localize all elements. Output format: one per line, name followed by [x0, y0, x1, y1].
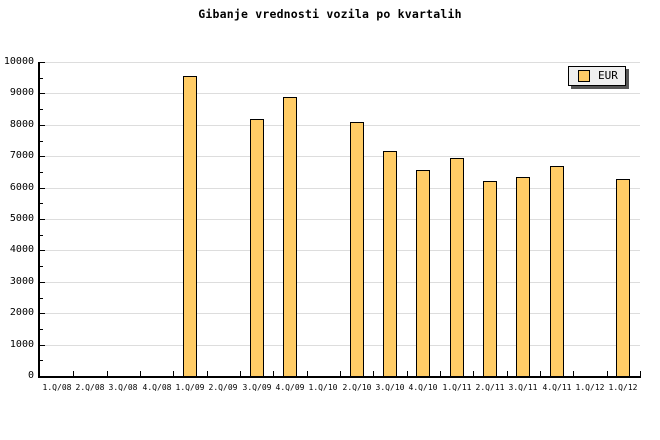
x-axis-label: 2.Q/10 — [342, 383, 372, 392]
y-axis-label: 3000 — [9, 276, 34, 287]
gridline — [40, 250, 640, 251]
x-axis-tick — [140, 371, 141, 376]
x-axis-label: 4.Q/08 — [142, 383, 172, 392]
y-axis-label: 2000 — [9, 307, 34, 318]
y-axis-tick — [40, 345, 45, 346]
bar-4.Q/09-7 — [283, 97, 297, 377]
y-axis-label: 5000 — [9, 213, 34, 224]
x-axis-label: 4.Q/10 — [408, 383, 438, 392]
x-axis-tick — [607, 371, 608, 376]
gridline — [40, 313, 640, 314]
y-axis-minor-tick — [40, 203, 43, 204]
x-axis-tick — [73, 371, 74, 376]
x-axis-line — [38, 376, 641, 378]
x-axis-tick — [573, 371, 574, 376]
x-axis-label: 1.Q/12 — [575, 383, 605, 392]
y-axis-label: 4000 — [9, 244, 34, 255]
x-axis-label: 1.Q/09 — [175, 383, 205, 392]
gridline — [40, 93, 640, 94]
y-axis-minor-tick — [40, 266, 43, 267]
x-axis-tick — [540, 371, 541, 376]
bar-1.Q/09-4 — [183, 76, 197, 377]
x-axis-tick — [107, 371, 108, 376]
gridline — [40, 345, 640, 346]
x-axis-label: 2.Q/08 — [75, 383, 105, 392]
x-axis-tick — [640, 371, 641, 376]
x-axis-label: 1.Q/08 — [42, 383, 72, 392]
x-axis-label: 2.Q/09 — [208, 383, 238, 392]
gridline — [40, 188, 640, 189]
y-axis-tick — [40, 282, 45, 283]
gridline — [40, 156, 640, 157]
x-axis-tick — [373, 371, 374, 376]
y-axis-minor-tick — [40, 360, 43, 361]
y-axis-label: 9000 — [9, 87, 34, 98]
chart-title: Gibanje vrednosti vozila po kvartalih — [198, 7, 462, 21]
bar-1.Q/11-12 — [450, 158, 464, 377]
y-axis-tick — [40, 125, 45, 126]
y-axis-minor-tick — [40, 78, 43, 79]
bar-4.Q/10-11 — [416, 170, 430, 377]
y-axis-minor-tick — [40, 329, 43, 330]
x-axis-label: 3.Q/11 — [508, 383, 538, 392]
x-axis-tick — [407, 371, 408, 376]
x-axis-tick — [340, 371, 341, 376]
gridline — [40, 62, 640, 63]
x-axis-tick — [440, 371, 441, 376]
bar-2.Q/10-9 — [350, 122, 364, 377]
x-axis-label: 4.Q/09 — [275, 383, 305, 392]
x-axis-label: 1.Q/11 — [442, 383, 472, 392]
bar-4.Q/11-15 — [550, 166, 564, 377]
x-axis-label: 2.Q/11 — [475, 383, 505, 392]
y-axis-tick — [40, 188, 45, 189]
x-axis-label: 4.Q/11 — [542, 383, 572, 392]
y-axis-label: 6000 — [9, 182, 34, 193]
y-axis-minor-tick — [40, 109, 43, 110]
x-axis-label: 3.Q/10 — [375, 383, 405, 392]
legend-swatch-eur — [578, 70, 590, 82]
bar-2.Q/11-13 — [483, 181, 497, 377]
y-axis-label: 8000 — [9, 119, 34, 130]
y-axis-minor-tick — [40, 141, 43, 142]
y-axis-tick — [40, 156, 45, 157]
x-axis-tick — [507, 371, 508, 376]
x-axis-tick — [173, 371, 174, 376]
legend-label: EUR — [598, 69, 618, 82]
x-axis-label: 1.Q/10 — [308, 383, 338, 392]
y-axis-line — [38, 62, 40, 378]
x-axis-tick — [207, 371, 208, 376]
y-axis-tick — [40, 62, 45, 63]
y-axis-label: 0 — [27, 370, 34, 381]
y-axis-tick — [40, 313, 45, 314]
x-axis-tick — [273, 371, 274, 376]
y-axis-tick — [40, 250, 45, 251]
legend-box: EUR — [568, 66, 626, 86]
y-axis-label: 10000 — [3, 56, 34, 67]
x-axis-label: 3.Q/09 — [242, 383, 272, 392]
x-axis-tick — [473, 371, 474, 376]
gridline — [40, 219, 640, 220]
bar-3.Q/10-10 — [383, 151, 397, 377]
y-axis-minor-tick — [40, 172, 43, 173]
y-axis-tick — [40, 219, 45, 220]
x-axis-tick — [240, 371, 241, 376]
gridline — [40, 125, 640, 126]
x-axis-label: 1.Q/12 — [608, 383, 638, 392]
x-axis-label: 3.Q/08 — [108, 383, 138, 392]
y-axis-minor-tick — [40, 235, 43, 236]
gridline — [40, 282, 640, 283]
y-axis-tick — [40, 93, 45, 94]
bar-1.Q/12-17 — [616, 179, 630, 377]
bar-3.Q/11-14 — [516, 177, 530, 377]
x-axis-tick — [307, 371, 308, 376]
y-axis-minor-tick — [40, 298, 43, 299]
bar-3.Q/09-6 — [250, 119, 264, 377]
y-axis-label: 1000 — [9, 339, 34, 350]
y-axis-label: 7000 — [9, 150, 34, 161]
